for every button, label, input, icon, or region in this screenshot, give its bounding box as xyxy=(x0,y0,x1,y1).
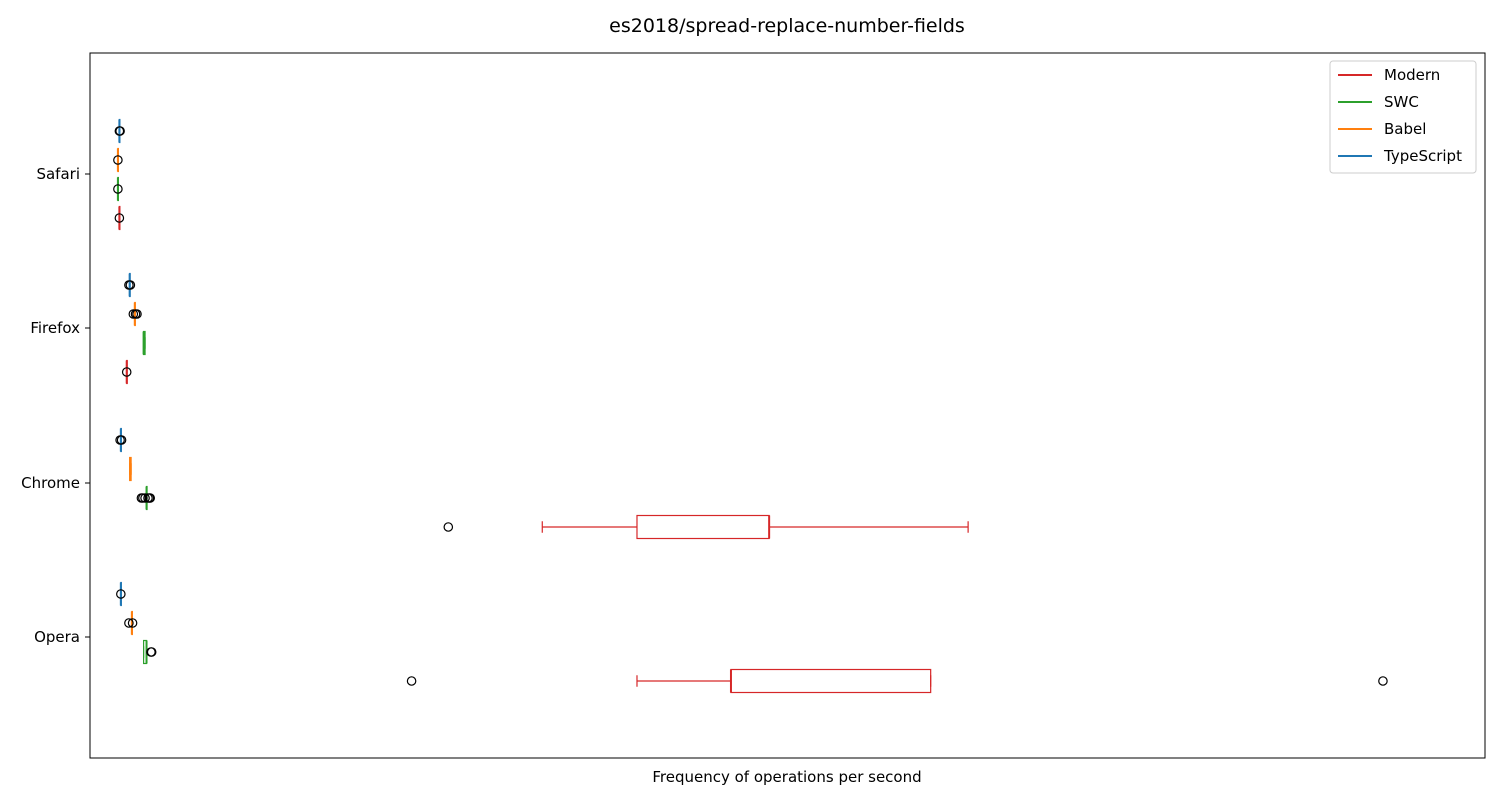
outlier-point xyxy=(124,618,134,628)
outlier-point xyxy=(140,493,150,503)
y-tick-label: Safari xyxy=(36,165,80,183)
outlier-point xyxy=(406,676,417,686)
y-tick-label: Firefox xyxy=(30,319,80,337)
box-modern-chrome xyxy=(443,514,969,540)
box-modern-opera xyxy=(406,668,1388,694)
legend-box xyxy=(1329,60,1477,174)
legend-label: SWC xyxy=(1384,93,1419,111)
y-tick-label: Opera xyxy=(34,628,80,646)
box-swc-opera xyxy=(142,639,157,665)
outlier-point xyxy=(116,435,127,445)
box-typescript-opera xyxy=(116,581,126,607)
box-modern-firefox xyxy=(121,359,132,385)
box-series xyxy=(113,118,1388,694)
chart-title: es2018/spread-replace-number-fields xyxy=(609,15,965,37)
plot-area xyxy=(89,52,1486,759)
box-typescript-chrome xyxy=(115,427,127,453)
outlier-point xyxy=(115,126,125,136)
outlier-point xyxy=(145,493,156,503)
box-body xyxy=(730,668,932,694)
outlier-point xyxy=(443,522,454,532)
legend-label: Babel xyxy=(1384,120,1426,138)
box-swc-safari xyxy=(113,176,123,202)
box-typescript-firefox xyxy=(124,272,136,298)
outlier-point xyxy=(114,213,125,223)
y-axis: Opera Chrome Firefox Safari xyxy=(21,165,90,646)
legend-label: TypeScript xyxy=(1383,147,1462,165)
box-modern-safari xyxy=(114,205,125,231)
y-tick-label: Chrome xyxy=(21,474,80,492)
outlier-point xyxy=(113,155,123,165)
outlier-point xyxy=(146,647,157,657)
box-babel-safari xyxy=(113,147,123,173)
outlier-point xyxy=(116,589,126,599)
outlier-point xyxy=(113,184,123,194)
box-body xyxy=(636,514,770,540)
box-swc-chrome xyxy=(136,485,156,511)
outlier-point xyxy=(1378,676,1388,686)
legend: Modern SWC Babel TypeScript xyxy=(1329,60,1477,174)
box-swc-firefox xyxy=(142,330,146,356)
box-babel-firefox xyxy=(128,301,142,327)
x-axis-label: Frequency of operations per second xyxy=(652,768,921,786)
outlier-point xyxy=(121,367,132,377)
legend-label: Modern xyxy=(1384,66,1440,84)
box-babel-chrome xyxy=(129,456,132,482)
outlier-point xyxy=(132,309,142,319)
box-babel-opera xyxy=(124,610,138,636)
outlier-point xyxy=(125,280,136,290)
outlier-point xyxy=(127,618,138,628)
box-typescript-safari xyxy=(114,118,125,144)
